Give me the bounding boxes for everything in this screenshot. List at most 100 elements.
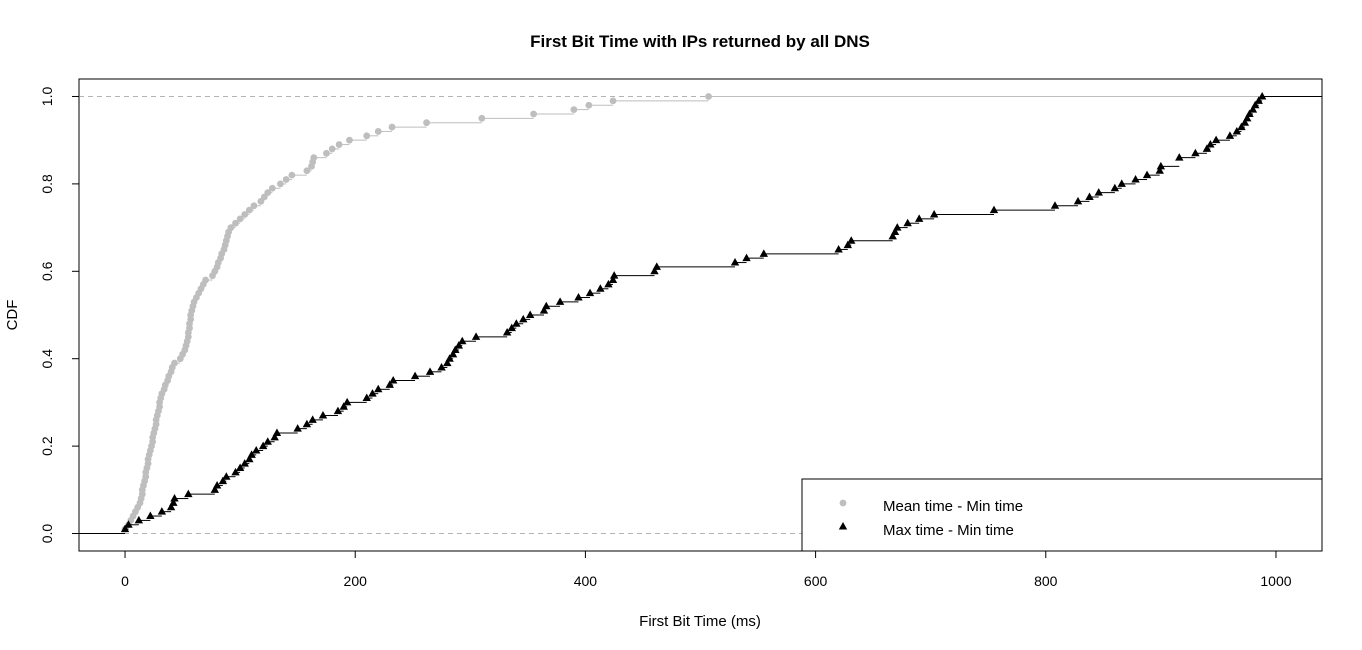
data-point: [1175, 153, 1184, 161]
data-point: [542, 301, 551, 310]
legend: Mean time - Min time Max time - Min time: [801, 478, 1323, 552]
data-point: [1237, 122, 1246, 131]
data-point: [1202, 144, 1212, 152]
data-point: [169, 498, 178, 506]
data-point: [425, 367, 435, 375]
data-point: [1085, 192, 1094, 200]
data-point: [1094, 188, 1103, 196]
data-point: [834, 244, 843, 253]
data-point: [650, 266, 659, 275]
data-point: [423, 119, 430, 127]
data-point: [120, 524, 130, 533]
y-tick-label: 0.4: [39, 349, 55, 369]
data-point: [241, 211, 249, 218]
data-point: [339, 402, 348, 410]
x-tick-label: 1000: [1260, 573, 1291, 589]
data-point: [1117, 179, 1126, 187]
data-point: [1232, 126, 1242, 135]
data-point: [989, 205, 999, 214]
data-point: [512, 319, 521, 327]
data-point: [1131, 175, 1140, 183]
data-point: [235, 463, 245, 471]
data-point: [328, 145, 336, 153]
data-point: [293, 424, 302, 432]
legend-marker-triangle: [838, 522, 848, 530]
data-point: [385, 380, 394, 388]
data-point: [184, 489, 193, 498]
data-point: [458, 336, 467, 345]
data-point: [609, 271, 619, 279]
data-point: [263, 437, 272, 445]
data-point: [363, 132, 371, 140]
data-point: [1155, 166, 1164, 174]
chart-title: First Bit Time with IPs returned by all …: [530, 32, 870, 51]
data-point: [596, 284, 605, 292]
y-tick-label: 0.0: [39, 524, 55, 544]
data-point: [914, 214, 924, 222]
data-point: [843, 240, 853, 249]
data-point: [250, 202, 258, 210]
data-point: [705, 93, 712, 100]
data-point: [888, 231, 897, 240]
data-point: [451, 345, 460, 353]
data-point: [893, 223, 902, 231]
data-point: [258, 441, 268, 450]
data-point: [604, 279, 613, 288]
y-tick-label: 0.2: [39, 436, 55, 456]
x-tick-label: 600: [804, 573, 828, 589]
data-point: [389, 376, 398, 384]
data-point: [264, 189, 272, 197]
data-point: [742, 253, 751, 262]
data-point: [555, 297, 565, 305]
data-point: [236, 215, 244, 223]
y-axis-label: CDF: [4, 300, 21, 331]
data-point: [903, 218, 912, 227]
x-tick-label: 0: [121, 573, 129, 589]
data-point: [308, 415, 317, 423]
data-point: [448, 349, 458, 358]
data-point: [227, 224, 235, 231]
data-point: [1142, 170, 1152, 179]
data-point: [539, 306, 549, 314]
data-point: [890, 227, 900, 235]
data-point: [210, 485, 220, 493]
data-point: [608, 275, 618, 284]
data-point: [1110, 183, 1120, 192]
data-point: [245, 454, 254, 463]
data-point: [146, 511, 155, 520]
data-point: [1206, 140, 1215, 148]
data-point: [1240, 118, 1250, 126]
data-point: [1251, 100, 1260, 109]
x-tick-label: 200: [344, 573, 368, 589]
x-axis: 0 200 400 600 800 1000: [121, 550, 1292, 589]
data-point: [478, 114, 486, 122]
data-point: [585, 101, 593, 109]
data-point: [730, 258, 740, 266]
data-point: [1242, 113, 1252, 122]
data-point: [388, 123, 396, 131]
data-point: [1257, 91, 1267, 100]
legend-box: [801, 478, 1323, 552]
data-point: [507, 323, 516, 332]
data-point: [368, 389, 377, 397]
data-point: [157, 507, 167, 515]
data-point: [166, 502, 176, 511]
data-point: [437, 362, 446, 371]
data-point: [445, 354, 454, 362]
y-tick-label: 1.0: [39, 87, 55, 107]
data-point: [270, 432, 279, 441]
data-point: [218, 476, 228, 485]
data-point: [346, 136, 353, 144]
data-point: [335, 141, 343, 148]
data-point: [171, 359, 178, 367]
data-point: [252, 445, 261, 454]
data-point: [303, 167, 311, 175]
data-point: [310, 154, 318, 162]
data-point: [222, 472, 231, 480]
data-point: [1254, 96, 1263, 104]
data-point: [323, 149, 330, 157]
data-point: [519, 314, 528, 323]
data-point: [502, 327, 512, 336]
data-point: [277, 180, 284, 188]
data-point: [202, 276, 210, 284]
